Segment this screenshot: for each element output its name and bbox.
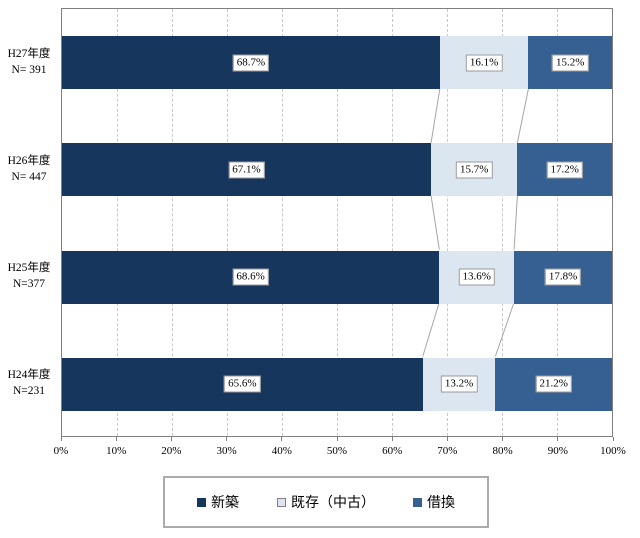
axis-tick — [612, 437, 614, 441]
legend-swatch-icon — [197, 497, 206, 507]
bar-segment: 13.6% — [439, 250, 515, 304]
category-year: H26年度 — [7, 154, 51, 167]
axis-tick-label: 70% — [437, 445, 458, 457]
legend-label: 新築 — [211, 496, 239, 511]
axis-tick — [226, 437, 228, 441]
gridline — [337, 9, 338, 436]
category-n: N=377 — [12, 278, 46, 291]
data-label: 13.2% — [440, 375, 478, 393]
category-axis: H27年度 N= 391 H26年度 N= 447 H25年度 N=377 H24年度 N=2… — [0, 8, 58, 437]
bar-segment: 13.2% — [422, 357, 496, 411]
axis-tick-label: 10% — [106, 445, 127, 457]
plot-area: 68.7% 16.1% 15.2% 67.1% 15.7% 17.2% 68.6% 13.6%… — [61, 8, 613, 437]
category-label: H24年度 N=231 — [0, 357, 58, 410]
data-label: 17.2% — [546, 161, 583, 179]
category-n: N=231 — [12, 385, 46, 398]
category-n: N= 391 — [11, 63, 47, 76]
axis-tick — [281, 437, 283, 441]
gridline — [392, 9, 393, 436]
axis-tick — [115, 437, 117, 441]
bar-segment: 16.1% — [439, 36, 529, 90]
gridline — [117, 9, 118, 436]
stacked-bar-row: 67.1% 15.7% 17.2% — [62, 143, 612, 197]
axis-tick-label: 90% — [547, 445, 568, 457]
category-label: H27年度 N= 391 — [0, 35, 58, 88]
data-label: 15.2% — [551, 54, 589, 72]
data-label: 65.6% — [224, 375, 261, 393]
bar-segment: 21.2% — [495, 357, 612, 411]
axis-tick-label: 60% — [382, 445, 403, 457]
stacked-bar-row: 68.7% 16.1% 15.2% — [62, 36, 612, 90]
data-label: 13.6% — [458, 268, 495, 286]
axis-tick — [391, 437, 393, 441]
axis-tick-label: 100% — [600, 445, 626, 457]
series-connector-lines — [62, 9, 612, 436]
axis-tick — [60, 437, 62, 441]
data-label: 17.8% — [544, 268, 582, 286]
legend-entry-karikae: 借換 — [413, 492, 455, 512]
axis-tick-label: 0% — [53, 445, 69, 457]
axis-tick-label: 80% — [492, 445, 513, 457]
data-label: 16.1% — [465, 54, 503, 72]
bar-segment: 15.2% — [528, 36, 612, 90]
bar-segment: 15.7% — [431, 143, 518, 197]
bar-segment: 17.8% — [514, 250, 612, 304]
legend-swatch-icon — [277, 497, 286, 507]
legend-entry-shinchiku: 新築 — [197, 492, 239, 512]
stacked-bar-row: 68.6% 13.6% 17.8% — [62, 250, 612, 304]
data-label: 68.7% — [232, 54, 270, 72]
bar-segment: 65.6% — [62, 357, 423, 411]
legend-swatch-icon — [413, 497, 422, 507]
category-label: H25年度 N=377 — [0, 250, 58, 303]
category-n: N= 447 — [11, 170, 47, 183]
category-label: H26年度 N= 447 — [0, 142, 58, 195]
gridline — [502, 9, 503, 436]
gridline — [227, 9, 228, 436]
axis-tick — [170, 437, 172, 441]
category-year: H25年度 — [7, 262, 51, 275]
bar-segment: 17.2% — [517, 143, 612, 197]
gridline — [557, 9, 558, 436]
stacked-bar-row: 65.6% 13.2% 21.2% — [62, 357, 612, 411]
gridline — [172, 9, 173, 436]
axis-tick — [446, 437, 448, 441]
data-label: 21.2% — [535, 375, 572, 393]
bar-segment: 68.7% — [62, 36, 440, 90]
axis-tick-label: 50% — [326, 445, 348, 457]
category-year: H24年度 — [7, 369, 51, 382]
axis-tick-label: 30% — [216, 445, 237, 457]
gridline — [447, 9, 448, 436]
bar-segment: 68.6% — [62, 250, 440, 304]
data-label: 67.1% — [228, 161, 265, 179]
bar-segment: 67.1% — [62, 143, 432, 197]
category-year: H27年度 — [7, 47, 51, 60]
axis-tick — [557, 437, 559, 441]
data-label: 15.7% — [456, 161, 493, 179]
legend-label: 既存（中古） — [291, 496, 375, 511]
axis-tick-label: 20% — [161, 445, 182, 457]
gridline — [282, 9, 283, 436]
axis-tick — [502, 437, 504, 441]
legend-entry-kison: 既存（中古） — [277, 492, 375, 512]
legend-label: 借換 — [427, 496, 455, 511]
axis-tick — [336, 437, 338, 441]
data-label: 68.6% — [232, 268, 269, 286]
axis-tick-label: 40% — [271, 445, 292, 457]
legend: 新築 既存（中古） 借換 — [163, 476, 489, 528]
